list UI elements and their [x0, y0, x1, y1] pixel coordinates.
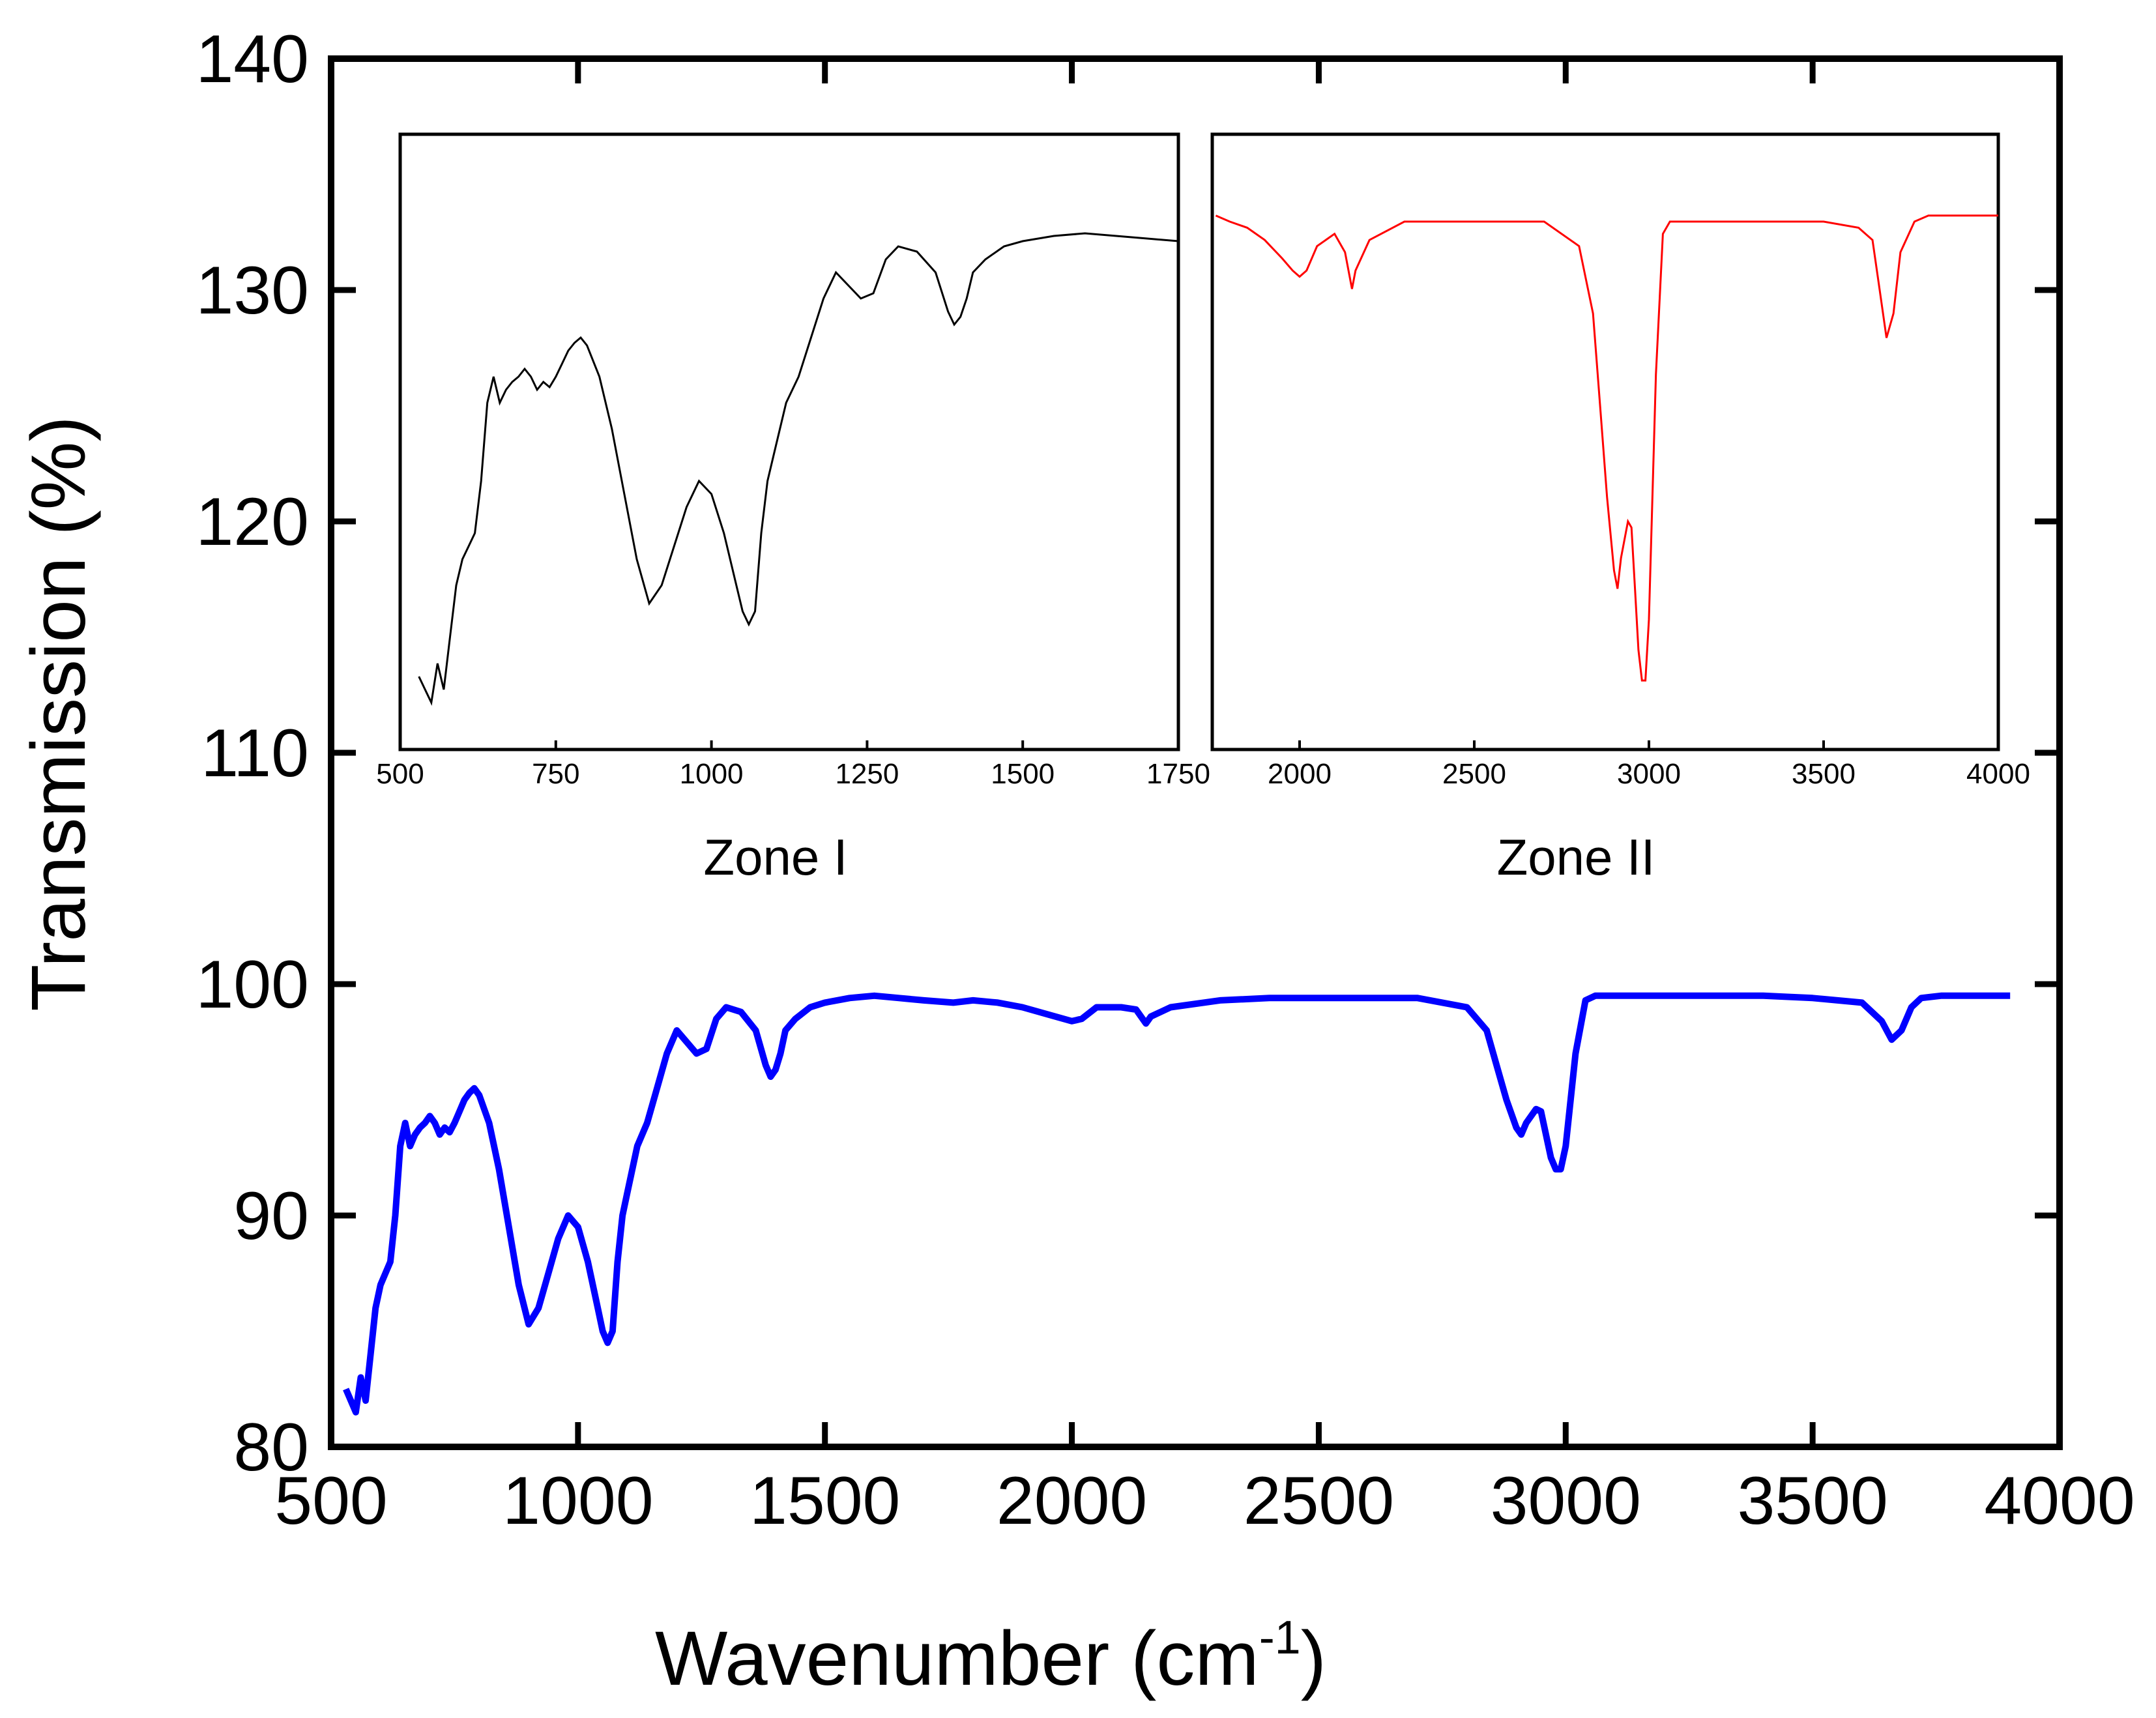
inset-zone-1-frame [398, 132, 1180, 751]
inset_zone_2-tick-label: 3000 [1617, 758, 1681, 790]
y-tick-label: 130 [196, 253, 309, 328]
zone-1-label: Zone I [703, 828, 847, 886]
y-tick-label: 110 [201, 716, 309, 791]
x-tick-label: 3500 [1737, 1463, 1887, 1539]
inset-zone-2-frame [1210, 132, 2000, 751]
main-series-line [343, 992, 2011, 1416]
y-tick-label: 80 [233, 1410, 309, 1485]
x-axis-title: Wavenumber (cm-1) [655, 1612, 1326, 1702]
x-tick-label: 2500 [1244, 1463, 1394, 1539]
y-tick-label: 90 [233, 1178, 309, 1254]
inset-zone-2-ticks [1298, 740, 2000, 750]
y-tick-label: 120 [196, 484, 309, 560]
inset_zone_2-tick-label: 2500 [1442, 758, 1506, 790]
zone-2-label: Zone II [1497, 828, 1655, 886]
inset_zone_1-tick-label: 1750 [1146, 758, 1210, 790]
inset_zone_2-tick-label: 3500 [1792, 758, 1856, 790]
x-tick-label: 2000 [997, 1463, 1147, 1539]
x-tick-label: 500 [274, 1463, 388, 1539]
x-axis-title-superscript: -1 [1259, 1612, 1301, 1664]
main-x-tick-labels: 500 1000 1500 2000 2500 3000 3500 4000 [274, 1463, 2134, 1539]
inset_zone_1-tick-label: 1000 [680, 758, 744, 790]
y-tick-label: 100 [196, 947, 309, 1023]
x-tick-label: 1000 [503, 1463, 653, 1539]
x-tick-label: 4000 [1984, 1463, 2134, 1539]
x-axis-title-close: ) [1301, 1616, 1326, 1702]
inset_zone_2-tick-label: 4000 [1966, 758, 2030, 790]
main-axis-ticks [328, 55, 2063, 1450]
inset_zone_1-tick-label: 1250 [835, 758, 899, 790]
inset_zone_2-tick-label: 2000 [1268, 758, 1332, 790]
main-y-tick-labels: 80 90 100 110 120 130 140 [196, 22, 309, 1485]
inset-zone-1-series-line [418, 232, 1179, 706]
x-tick-label: 3000 [1491, 1463, 1641, 1539]
inset_zone_1-tick-label: 1500 [991, 758, 1055, 790]
x-tick-label: 1500 [750, 1463, 900, 1539]
inset-zone-2-x-tick-labels: 2000 2500 3000 3500 4000 [1268, 758, 2030, 790]
y-axis-title: Transmission (%) [16, 416, 102, 1012]
inset_zone_1-tick-label: 500 [376, 758, 424, 790]
x-axis-title-main: Wavenumber (cm [655, 1616, 1259, 1702]
inset_zone_1-tick-label: 750 [532, 758, 579, 790]
inset-zone-1-x-tick-labels: 500 750 1000 1250 1500 1750 [376, 758, 1210, 790]
y-tick-label: 140 [196, 22, 309, 97]
inset-zone-2-series-line [1215, 214, 1998, 682]
inset-zone-1-ticks [399, 740, 1180, 750]
